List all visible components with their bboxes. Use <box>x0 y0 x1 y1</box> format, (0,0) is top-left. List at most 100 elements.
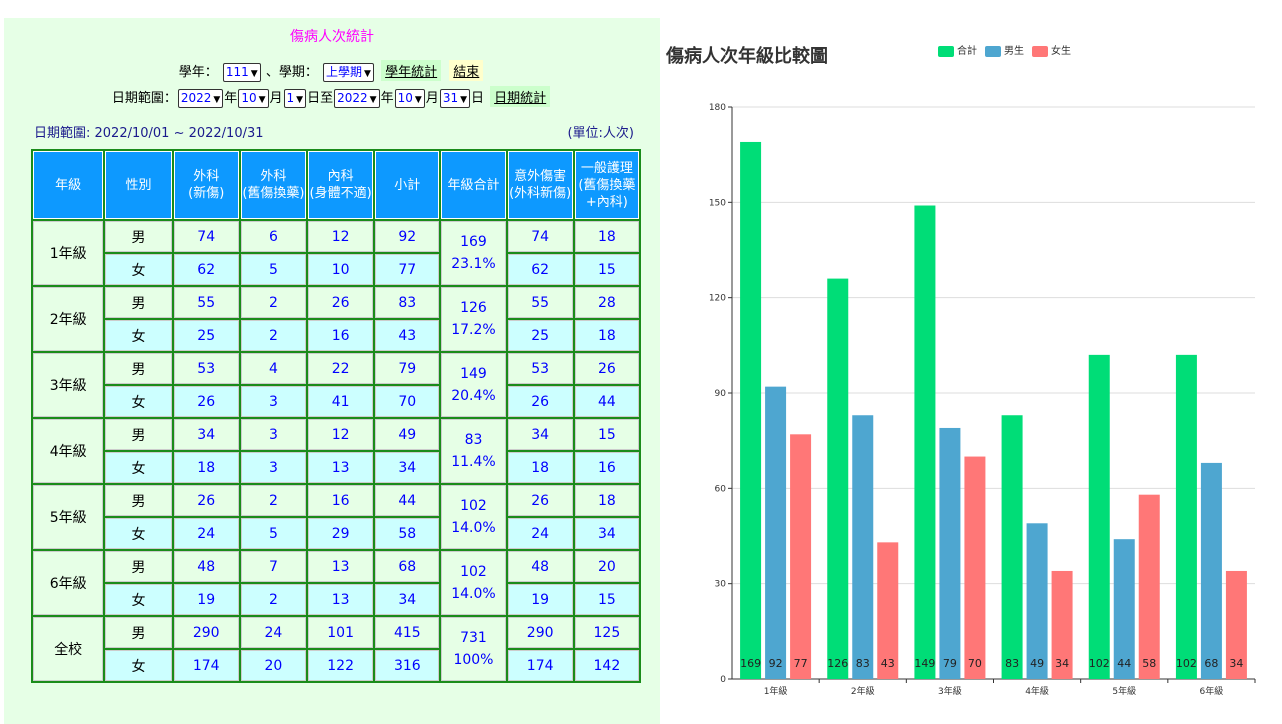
value-cell: 34 <box>507 419 573 450</box>
value-cell: 2 <box>240 584 307 615</box>
from-day-select[interactable]: 1 ▼ <box>283 89 307 108</box>
legend-item[interactable]: 男生 <box>985 42 1024 57</box>
value-cell: 2 <box>240 320 307 351</box>
grade-total-value: 126 <box>460 300 487 316</box>
bar-data-label: 58 <box>1142 657 1156 670</box>
value-cell: 18 <box>173 452 239 483</box>
bar <box>765 386 787 679</box>
grade-total-value: 102 <box>460 498 487 514</box>
chevron-down-icon: ▼ <box>258 95 266 105</box>
table-row: 4年級男 34 3 12 49 83 11.4% 34 15 <box>33 419 639 483</box>
date-range-row: 日期範圍： 2022 ▼ 年 10 ▼ 月 1 ▼ 日至 2022 ▼ 年 10 ▼ 月 31 ▼ 日 日期統計 <box>4 86 660 108</box>
year-select[interactable]: 111 ▼ <box>222 63 261 82</box>
y-tick-label: 90 <box>715 389 727 399</box>
year-unit: 年 <box>224 91 238 106</box>
y-tick-label: 60 <box>715 484 727 494</box>
chevron-down-icon: ▼ <box>296 95 304 105</box>
to-month-select[interactable]: 10 ▼ <box>394 89 425 108</box>
bar <box>1225 570 1247 679</box>
grade-total-percent: 23.1% <box>451 256 496 272</box>
year-stats-button[interactable]: 學年統計 <box>381 60 442 81</box>
y-tick-label: 150 <box>709 198 726 208</box>
value-cell: 19 <box>507 584 573 615</box>
value-cell: 58 <box>375 518 440 549</box>
bar-data-label: 102 <box>1089 657 1110 670</box>
value-cell: 34 <box>574 518 639 549</box>
value-cell: 44 <box>375 485 440 516</box>
grade-total-percent: 14.0% <box>451 520 496 536</box>
value-cell: 83 <box>375 287 440 318</box>
month-unit: 月 <box>269 91 283 106</box>
grade-cell: 4年級 <box>33 419 104 483</box>
grade-total-percent: 20.4% <box>451 388 496 404</box>
date-stats-button[interactable]: 日期統計 <box>490 86 551 107</box>
value-cell: 26 <box>173 485 239 516</box>
grade-total-percent: 14.0% <box>451 586 496 602</box>
grade-total-value: 102 <box>460 564 487 580</box>
term-select[interactable]: 上學期 ▼ <box>323 63 374 82</box>
legend-item[interactable]: 女生 <box>1032 42 1071 57</box>
value-cell: 62 <box>507 254 573 285</box>
value-cell: 24 <box>173 518 239 549</box>
value-cell: 18 <box>574 221 639 252</box>
date-range-text: 日期範圍: 2022/10/01 ~ 2022/10/31 <box>34 126 264 141</box>
value-cell: 4 <box>240 353 307 384</box>
grade-total-cell: 126 17.2% <box>441 287 506 351</box>
x-tick-label: 5年級 <box>1112 685 1136 697</box>
value-cell: 34 <box>173 419 239 450</box>
value-cell: 3 <box>240 386 307 417</box>
month-unit: 月 <box>425 91 439 106</box>
sex-cell: 男 <box>105 485 172 516</box>
value-cell: 2 <box>240 287 307 318</box>
from-year-select[interactable]: 2022 ▼ <box>177 89 224 108</box>
value-cell: 48 <box>507 551 573 582</box>
value-cell: 6 <box>240 221 307 252</box>
grade-cell: 6年級 <box>33 551 104 615</box>
grade-cell: 2年級 <box>33 287 104 351</box>
grade-total-cell: 102 14.0% <box>441 551 506 615</box>
legend-swatch <box>985 45 1001 57</box>
grade-cell: 3年級 <box>33 353 104 417</box>
column-header: 年級合計 <box>441 151 506 219</box>
value-cell: 5 <box>240 518 307 549</box>
y-tick-label: 180 <box>709 103 726 113</box>
end-button[interactable]: 結束 <box>449 60 484 81</box>
value-cell: 28 <box>574 287 639 318</box>
legend-label: 女生 <box>1051 46 1071 57</box>
value-cell: 55 <box>173 287 239 318</box>
chevron-down-icon: ▼ <box>364 69 371 79</box>
bar-chart: 0 30 60 90 120 150 180 1年級 169 92 77 2年級 126 83 43 3年級 1… <box>709 103 1256 697</box>
table-row: 全校男 290 24 101 415 731 100% 290 125 <box>33 617 639 681</box>
chevron-down-icon: ▼ <box>369 95 377 105</box>
value-cell: 43 <box>375 320 440 351</box>
value-cell: 22 <box>308 353 374 384</box>
date-label: 日期範圍： <box>111 91 177 106</box>
x-tick-label: 2年級 <box>851 685 875 697</box>
grade-total-cell: 102 14.0% <box>441 485 506 549</box>
to-year-select[interactable]: 2022 ▼ <box>334 89 380 108</box>
bar-data-label: 70 <box>968 657 982 670</box>
value-cell: 26 <box>308 287 374 318</box>
to-day-select[interactable]: 31 ▼ <box>439 89 471 108</box>
grade-total-cell: 83 11.4% <box>441 419 506 483</box>
value-cell: 2 <box>240 485 307 516</box>
value-cell: 18 <box>574 485 639 516</box>
chart-legend: 合計 男生 女生 <box>938 42 1079 57</box>
sex-cell: 女 <box>105 254 172 285</box>
from-month-select[interactable]: 10 ▼ <box>238 89 269 108</box>
day-to-unit: 日至 <box>307 91 334 106</box>
value-cell: 3 <box>240 452 307 483</box>
value-cell: 53 <box>173 353 239 384</box>
bar-data-label: 102 <box>1176 657 1197 670</box>
value-cell: 142 <box>574 650 639 681</box>
grade-total-cell: 169 23.1% <box>441 221 506 285</box>
sex-cell: 男 <box>105 353 172 384</box>
x-tick-label: 4年級 <box>1025 685 1049 697</box>
bar-data-label: 169 <box>740 657 761 670</box>
bar <box>939 427 961 679</box>
bar <box>827 278 849 679</box>
bar <box>852 415 874 679</box>
sex-cell: 男 <box>105 419 172 450</box>
value-cell: 316 <box>375 650 440 681</box>
legend-item[interactable]: 合計 <box>938 42 977 57</box>
